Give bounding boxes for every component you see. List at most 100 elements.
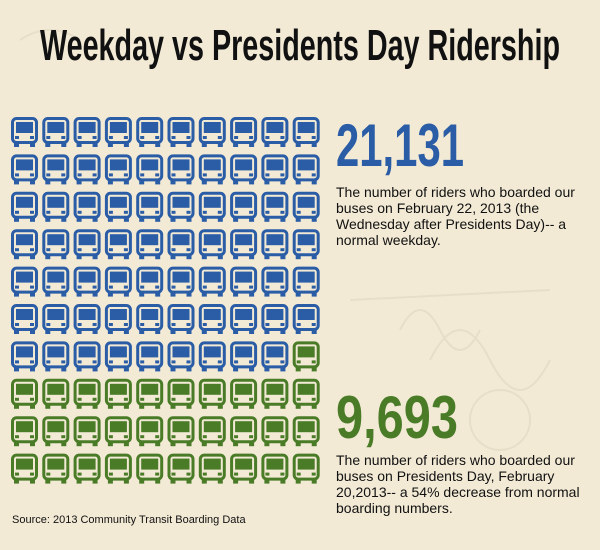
bus-icon	[292, 378, 320, 409]
bus-icon	[136, 154, 164, 185]
bus-icon	[42, 304, 70, 334]
background-doodles	[19, 29, 551, 451]
bus-icon	[73, 378, 101, 409]
bus-icon	[136, 378, 164, 409]
bus-icon	[230, 378, 258, 409]
bus-icon	[42, 117, 70, 147]
bus-icon	[292, 229, 320, 260]
bus-icon	[230, 229, 258, 260]
bus-icon	[11, 416, 38, 447]
bus-icon	[136, 266, 164, 297]
bus-icon	[292, 341, 320, 372]
bus-icon	[261, 416, 289, 447]
bus-icon	[261, 453, 289, 484]
bus-icon	[42, 266, 70, 297]
bus-icon	[292, 304, 320, 334]
bus-icon	[230, 266, 258, 297]
bus-icon	[73, 191, 101, 222]
bus-icon	[230, 304, 258, 334]
bus-icon	[73, 304, 101, 334]
bus-icon	[136, 416, 164, 447]
bus-icon	[73, 154, 101, 185]
bus-icon	[230, 191, 258, 222]
bus-icon	[104, 229, 132, 260]
bus-icon	[11, 378, 38, 409]
bus-icon	[42, 453, 70, 484]
bus-icon	[198, 191, 226, 222]
bus-icon	[230, 341, 258, 372]
bus-icon	[104, 154, 132, 185]
bus-icon	[11, 304, 38, 334]
bus-icon	[136, 229, 164, 260]
bus-icon	[11, 191, 38, 222]
bus-icon	[11, 154, 38, 185]
bus-icon	[198, 154, 226, 185]
stat-value: 9,693	[336, 384, 458, 451]
bus-icon	[230, 453, 258, 484]
bus-icon	[167, 304, 195, 334]
bus-icon	[11, 453, 38, 484]
bus-icon	[198, 229, 226, 260]
bus-icon	[136, 117, 164, 147]
source: Source: 2013 Community Transit Boarding …	[12, 514, 246, 526]
bus-icon	[73, 416, 101, 447]
bus-icon	[261, 266, 289, 297]
bus-grid	[11, 117, 320, 484]
bus-icon	[136, 191, 164, 222]
bus-icon	[167, 416, 195, 447]
bus-icon	[230, 154, 258, 185]
bus-icon	[292, 266, 320, 297]
bus-icon	[136, 304, 164, 334]
bus-icon	[11, 266, 38, 297]
bus-icon	[73, 229, 101, 260]
bus-icon	[11, 341, 38, 372]
bus-icon	[198, 378, 226, 409]
bus-icon	[292, 453, 320, 484]
bus-icon	[73, 341, 101, 372]
bus-icon	[104, 341, 132, 372]
bus-icon	[104, 304, 132, 334]
bus-icon	[167, 266, 195, 297]
bus-icon	[42, 154, 70, 185]
stat-value: 21,131	[336, 112, 464, 179]
title: Weekday vs Presidents Day Ridership	[40, 21, 560, 70]
bus-icon	[104, 191, 132, 222]
bus-icon	[198, 341, 226, 372]
bus-icon	[42, 191, 70, 222]
bus-icon	[11, 117, 38, 147]
bus-icon	[292, 154, 320, 185]
bus-icon	[42, 341, 70, 372]
bus-icon	[42, 378, 70, 409]
bus-icon	[292, 416, 320, 447]
bus-icon	[11, 229, 38, 260]
bus-icon	[167, 191, 195, 222]
stat-description: The number of riders who boarded our bus…	[336, 452, 580, 516]
bus-icon	[198, 266, 226, 297]
bus-icon	[261, 229, 289, 260]
bus-icon	[167, 378, 195, 409]
bus-icon	[230, 117, 258, 147]
bus-icon	[261, 378, 289, 409]
bus-icon	[104, 117, 132, 147]
bus-icon	[104, 416, 132, 447]
bus-icon	[198, 117, 226, 147]
bus-icon	[292, 191, 320, 222]
bus-icon	[167, 154, 195, 185]
bus-icon	[167, 117, 195, 147]
bus-icon	[261, 304, 289, 334]
bus-icon	[292, 117, 320, 147]
bus-icon	[42, 416, 70, 447]
bus-icon	[198, 416, 226, 447]
bus-icon	[73, 266, 101, 297]
bus-icon	[230, 416, 258, 447]
bus-icon	[104, 378, 132, 409]
bus-icon	[104, 266, 132, 297]
bus-icon	[261, 117, 289, 147]
bus-icon	[136, 453, 164, 484]
bus-icon	[104, 453, 132, 484]
bus-icon	[73, 453, 101, 484]
bus-icon	[167, 229, 195, 260]
bus-icon	[261, 341, 289, 372]
